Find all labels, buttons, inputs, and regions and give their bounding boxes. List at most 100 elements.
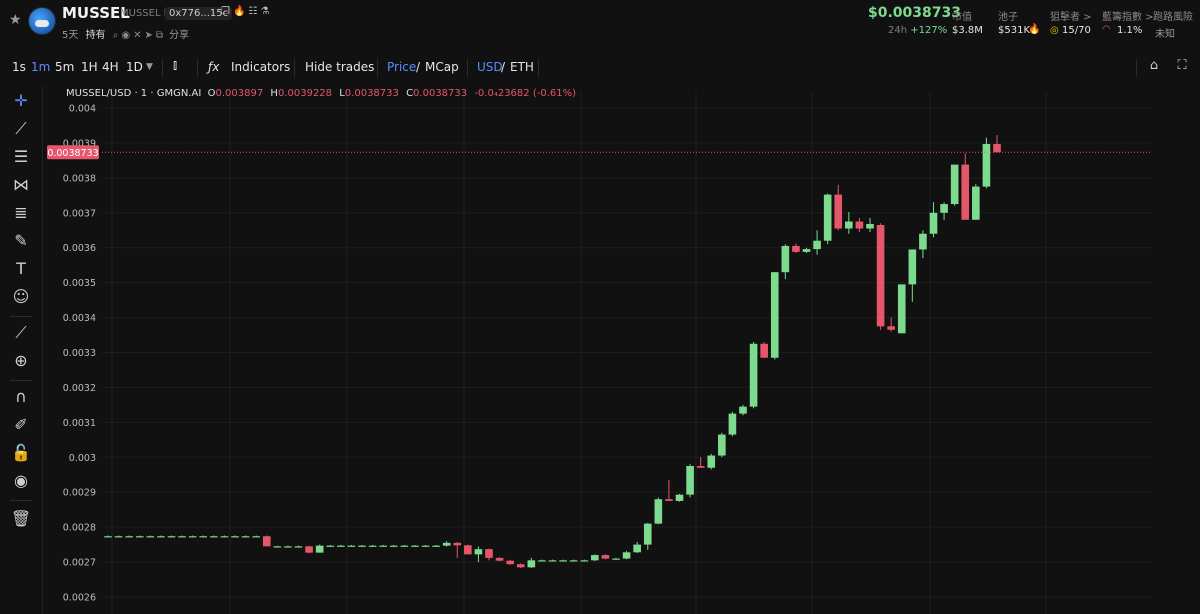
- zoom-icon[interactable]: ⊕: [14, 351, 28, 370]
- candle-body: [569, 560, 578, 562]
- candle: [559, 559, 567, 562]
- token-flag-icons: ❐🔥☷⚗: [221, 6, 273, 17]
- candle: [125, 535, 133, 538]
- candle: [358, 544, 366, 547]
- interval-1s[interactable]: 1s: [12, 60, 26, 74]
- sniper-icon: ◎: [1050, 25, 1059, 36]
- eye-icon[interactable]: ◉: [14, 471, 28, 490]
- candle: [199, 535, 208, 538]
- candle: [506, 559, 514, 565]
- candle: [421, 544, 430, 547]
- interval-dropdown-icon[interactable]: ▼: [146, 62, 153, 72]
- bluechip-label[interactable]: 藍籌指數 >: [1102, 12, 1154, 23]
- emoji-icon[interactable]: ☺: [12, 287, 30, 306]
- candle-body: [104, 536, 112, 538]
- trash-icon[interactable]: 🗑: [10, 509, 32, 528]
- candle-body: [855, 221, 864, 229]
- lock-icon[interactable]: 🔓: [11, 443, 31, 462]
- candle-body: [972, 186, 980, 220]
- last-price-label: 0.0038733: [47, 148, 98, 159]
- fib-levels-icon[interactable]: ≣: [14, 203, 28, 222]
- interval-1h[interactable]: 1H: [81, 60, 98, 74]
- y-tick-label: 0.0032: [63, 383, 96, 394]
- toolbar-divider: [467, 59, 468, 77]
- pattern-icon[interactable]: ⋈: [13, 175, 29, 194]
- tool-divider: [10, 380, 32, 381]
- candle-body: [823, 194, 832, 241]
- candle-body: [337, 545, 345, 547]
- candle-body: [950, 164, 959, 205]
- interval-4h[interactable]: 4H: [102, 60, 119, 74]
- horizontal-lines-icon[interactable]: ☰: [13, 147, 29, 166]
- brush-icon[interactable]: ✎: [14, 231, 28, 250]
- interval-5m[interactable]: 5m: [55, 60, 75, 74]
- magnet-icon[interactable]: ∩: [15, 387, 27, 406]
- ohlc-legend: MUSSEL/USD · 1 · GMGN.AI O0.003897 H0.00…: [66, 88, 580, 99]
- candle-body: [252, 536, 260, 538]
- camera-icon[interactable]: ⌂: [1149, 58, 1159, 73]
- candle: [548, 559, 557, 562]
- candle-type-icon[interactable]: ⫾: [173, 58, 178, 73]
- candle-body: [210, 536, 218, 538]
- lock-drawing-icon[interactable]: ✐: [14, 415, 28, 434]
- candle-body: [273, 546, 282, 548]
- candle-body: [135, 536, 144, 538]
- crosshair-icon[interactable]: ✛: [14, 91, 28, 110]
- usd-toggle[interactable]: USD: [477, 60, 503, 74]
- interval-1m[interactable]: 1m: [31, 60, 51, 74]
- ruler-icon[interactable]: ⟋: [15, 323, 27, 342]
- candle-body: [559, 560, 567, 562]
- candle-body: [665, 499, 673, 501]
- candle-body: [876, 225, 885, 327]
- market-cap-value: $3.8M: [952, 25, 983, 36]
- candle: [379, 544, 387, 547]
- token-name: MUSSEL: [62, 4, 130, 22]
- candle: [897, 284, 906, 334]
- holding-link[interactable]: 持有: [85, 30, 106, 41]
- candle: [993, 134, 1001, 153]
- hide-trades-button[interactable]: Hide trades: [305, 60, 375, 74]
- candle-body: [358, 545, 366, 547]
- price-toggle[interactable]: Price: [387, 60, 417, 74]
- trend-line-icon[interactable]: ⟋: [15, 119, 27, 138]
- candle-body: [527, 560, 536, 568]
- candle: [950, 164, 959, 206]
- social-icons[interactable]: ⌕◉✕➤⧉: [112, 30, 166, 41]
- candle-body: [707, 455, 716, 468]
- mcap-toggle[interactable]: MCap: [425, 60, 459, 74]
- fx-icon: ƒx: [208, 60, 220, 74]
- candle-body: [347, 545, 356, 547]
- candle: [135, 535, 144, 538]
- fullscreen-icon[interactable]: ⛶: [1177, 58, 1187, 73]
- candle: [781, 244, 790, 280]
- contract-address[interactable]: 0x776...15c: [165, 7, 233, 20]
- token-subname: MUSSEL b: [120, 8, 171, 19]
- candle: [665, 479, 673, 501]
- text-tool-icon[interactable]: T: [16, 259, 26, 278]
- indicators-button[interactable]: Indicators: [231, 60, 291, 74]
- candle-body: [231, 536, 239, 538]
- candle: [940, 202, 948, 220]
- candle-body: [506, 560, 514, 565]
- eth-toggle[interactable]: ETH: [510, 60, 534, 74]
- candle-body: [167, 536, 176, 538]
- candle-body: [411, 545, 419, 547]
- candle: [368, 544, 377, 547]
- chart-area[interactable]: [42, 86, 1200, 614]
- last-price-badge: [47, 145, 99, 160]
- share-link[interactable]: 分享: [169, 30, 190, 41]
- toggle-slash: /: [501, 60, 506, 74]
- snipers-label[interactable]: 狙擊者 >: [1050, 12, 1092, 23]
- candle: [739, 404, 747, 416]
- interval-1d[interactable]: 1D: [126, 60, 143, 74]
- favorite-star-icon[interactable]: ★: [9, 12, 22, 28]
- token-avatar: [28, 7, 56, 35]
- candle: [400, 544, 409, 547]
- candle: [569, 559, 578, 562]
- candle-body: [929, 212, 938, 234]
- candle-body: [114, 536, 123, 538]
- tool-divider: [10, 500, 32, 501]
- candle: [580, 559, 589, 562]
- y-tick-label: 0.0035: [63, 278, 96, 289]
